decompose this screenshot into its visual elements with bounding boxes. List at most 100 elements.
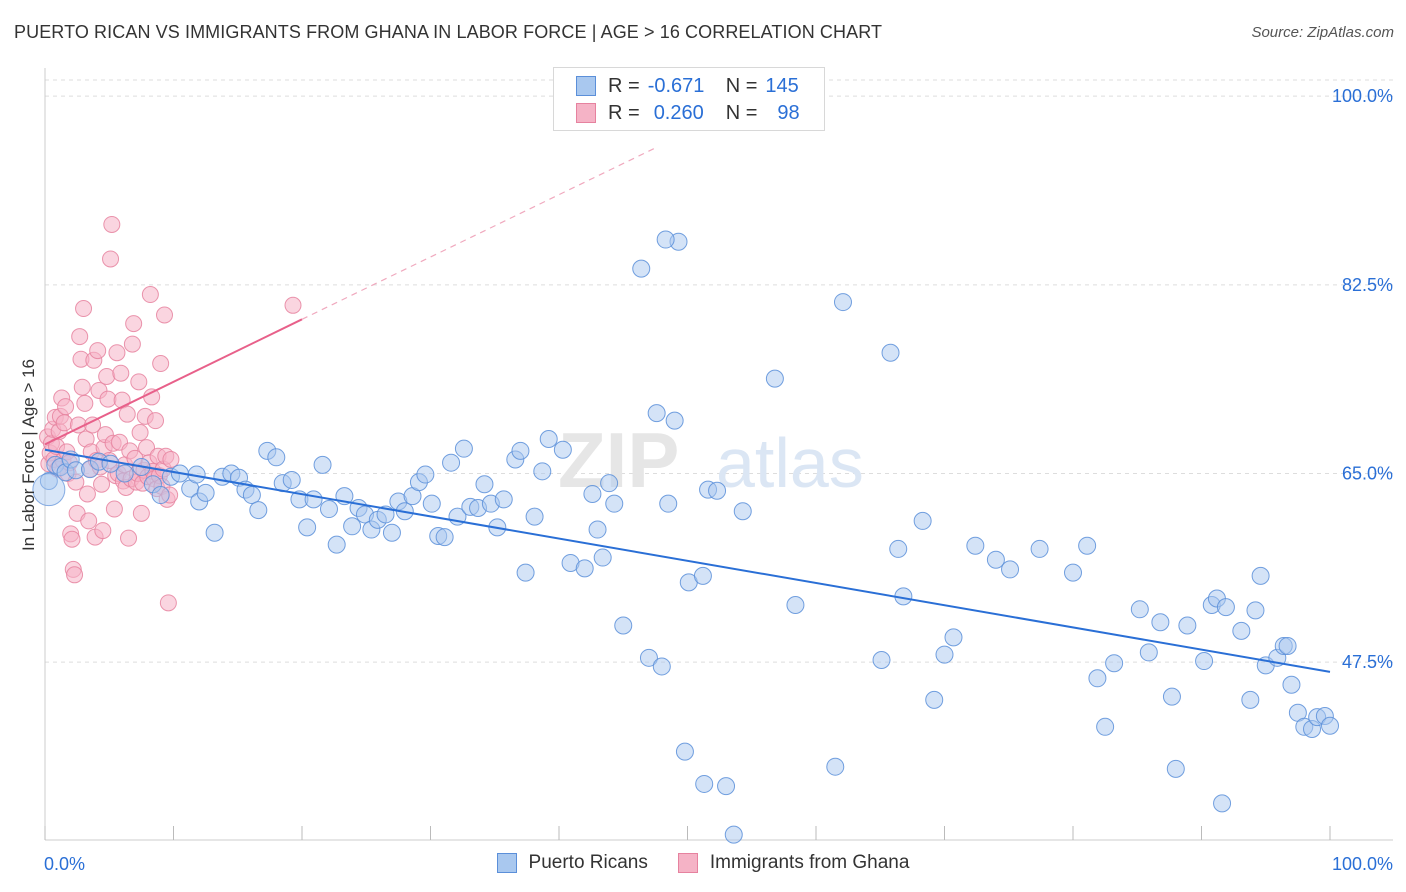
data-point-puerto-rican [533, 462, 552, 481]
data-point-puerto-rican [944, 628, 963, 647]
data-point-puerto-rican [1151, 613, 1170, 632]
legend-r-value: -0.671 [647, 74, 705, 97]
data-point-ghana [78, 485, 96, 503]
data-point-puerto-rican [115, 464, 134, 483]
data-point-puerto-rican [1096, 717, 1115, 736]
legend-n-value: 145 [765, 74, 799, 97]
series-ghana-points [39, 215, 302, 612]
data-point-ghana [80, 512, 98, 530]
tick-labels: 47.5% 65.0% 82.5% 100.0% 0.0% 100.0% [44, 86, 1393, 874]
y-tick-label: 65.0% [1342, 463, 1393, 483]
legend-label: Puerto Ricans [528, 852, 648, 873]
x-tick-label: 100.0% [1332, 854, 1393, 874]
correlation-legend: R = -0.671 N = 145 R = 0.260 N = 98 [553, 67, 825, 131]
data-point-puerto-rican [101, 454, 120, 473]
data-point-ghana [93, 475, 111, 493]
data-point-puerto-rican [442, 453, 461, 472]
data-point-puerto-rican [1078, 536, 1097, 555]
y-axis-label: In Labor Force | Age > 16 [19, 359, 38, 551]
legend-item-ghana: Immigrants from Ghana [677, 852, 910, 874]
data-point-puerto-rican [1178, 616, 1197, 635]
y-tick-label: 47.5% [1342, 652, 1393, 672]
data-point-puerto-rican [1162, 687, 1181, 706]
legend-swatch-pink [677, 853, 698, 873]
data-point-ghana [63, 530, 81, 548]
data-point-puerto-rican [516, 563, 535, 582]
legend-r-label: R = [608, 74, 640, 97]
data-point-puerto-rican [1278, 636, 1297, 655]
data-point-puerto-rican [593, 548, 612, 567]
data-point-ghana [143, 388, 161, 406]
data-point-ghana [112, 364, 130, 382]
data-point-puerto-rican-large [32, 473, 66, 507]
data-point-puerto-rican [416, 465, 435, 484]
data-point-puerto-rican [1030, 539, 1049, 558]
data-point-puerto-rican [382, 523, 401, 542]
data-point-puerto-rican [1130, 600, 1149, 619]
data-point-puerto-rican [319, 500, 338, 519]
legend-row-ghana: R = 0.260 N = 98 [576, 100, 800, 126]
data-point-ghana [125, 315, 143, 333]
data-point-puerto-rican [1001, 560, 1020, 579]
data-point-puerto-rican [826, 757, 845, 776]
data-point-puerto-rican [656, 230, 675, 249]
data-point-puerto-rican [733, 502, 752, 521]
data-point-puerto-rican [304, 490, 323, 509]
data-point-puerto-rican [242, 486, 261, 505]
grid [45, 79, 1393, 663]
legend-r-label: R = [608, 101, 640, 124]
data-point-puerto-rican [665, 411, 684, 430]
data-point-puerto-rican [539, 429, 558, 448]
data-point-ghana [57, 398, 75, 416]
data-point-puerto-rican [966, 536, 985, 555]
trend-line-ghana [44, 318, 303, 446]
data-point-ghana [76, 394, 94, 412]
data-point-puerto-rican [889, 539, 908, 558]
data-point-ghana [132, 504, 150, 522]
data-point-puerto-rican [717, 777, 736, 796]
legend-label: Immigrants from Ghana [709, 852, 910, 873]
y-tick-label: 100.0% [1332, 86, 1393, 106]
data-point-ghana [89, 342, 107, 360]
data-point-ghana [103, 215, 121, 233]
data-point-ghana [159, 594, 177, 612]
data-point-ghana [141, 286, 159, 304]
data-point-puerto-rican [786, 595, 805, 614]
data-point-puerto-rican [1216, 598, 1235, 617]
data-point-puerto-rican [151, 486, 170, 505]
data-point-puerto-rican [1213, 794, 1232, 813]
data-point-puerto-rican [605, 494, 624, 513]
legend-item-puerto-ricans: Puerto Ricans [496, 852, 648, 874]
data-point-puerto-rican [872, 650, 891, 669]
data-point-puerto-rican [724, 825, 743, 844]
data-point-puerto-rican [600, 474, 619, 493]
data-point-puerto-rican [422, 494, 441, 513]
data-point-puerto-rican [675, 742, 694, 761]
data-point-ghana [147, 412, 165, 430]
x-tick-label: 0.0% [44, 854, 85, 874]
data-point-puerto-rican [632, 259, 651, 278]
watermark-zip: ZIP [558, 416, 679, 504]
watermark-atlas: atlas [716, 424, 864, 502]
trend-lines [44, 147, 1331, 673]
data-point-puerto-rican [454, 439, 473, 458]
data-point-puerto-rican [313, 455, 332, 474]
data-point-puerto-rican [693, 566, 712, 585]
data-point-puerto-rican [575, 559, 594, 578]
data-point-ghana [102, 250, 120, 268]
data-point-puerto-rican [494, 490, 513, 509]
data-point-puerto-rican [647, 404, 666, 423]
data-point-puerto-rican [708, 481, 727, 500]
data-point-ghana [156, 306, 174, 324]
data-point-puerto-rican [583, 484, 602, 503]
legend-n-value: 98 [777, 101, 800, 124]
watermark: ZIP atlas [558, 416, 864, 504]
legend-swatch-pink [576, 103, 596, 123]
data-point-puerto-rican [343, 517, 362, 536]
data-point-puerto-rican [935, 645, 954, 664]
data-point-ghana [55, 414, 73, 432]
data-point-puerto-rican [475, 475, 494, 494]
data-point-puerto-rican [1321, 716, 1339, 735]
data-point-ghana [152, 355, 170, 373]
